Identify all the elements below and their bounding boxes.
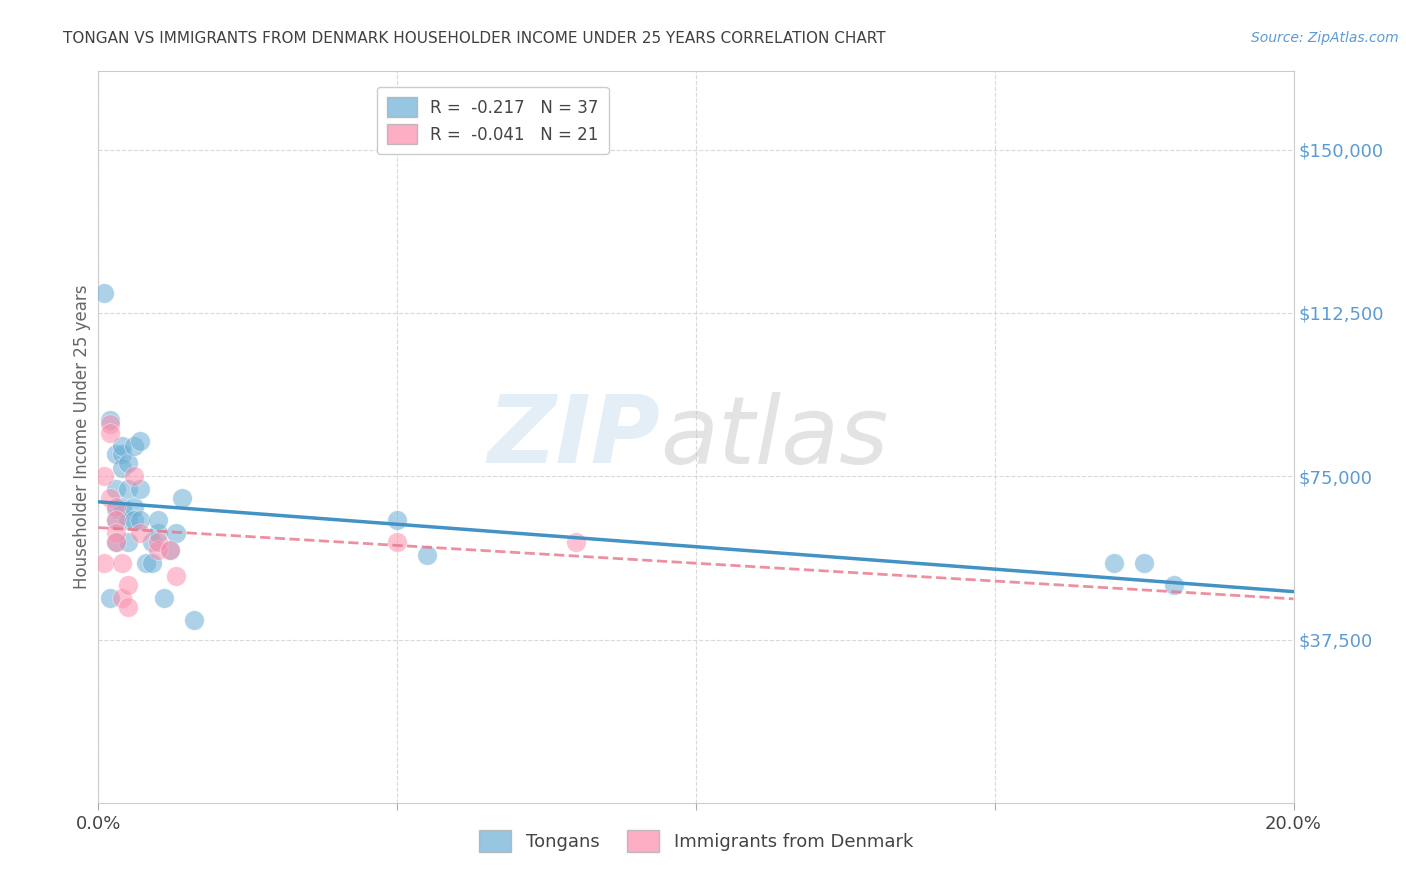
Point xyxy=(111,500,134,514)
Point xyxy=(105,500,128,514)
Point xyxy=(98,491,122,505)
Point xyxy=(129,483,152,497)
Point xyxy=(98,412,122,426)
Point xyxy=(129,434,152,449)
Point xyxy=(148,525,170,540)
Point xyxy=(159,543,181,558)
Point xyxy=(385,513,409,527)
Point xyxy=(117,578,139,592)
Point xyxy=(117,483,139,497)
Point xyxy=(141,557,163,571)
Text: TONGAN VS IMMIGRANTS FROM DENMARK HOUSEHOLDER INCOME UNDER 25 YEARS CORRELATION : TONGAN VS IMMIGRANTS FROM DENMARK HOUSEH… xyxy=(63,31,886,46)
Point xyxy=(105,513,128,527)
Point xyxy=(153,591,176,606)
Point xyxy=(105,513,128,527)
Point xyxy=(111,460,134,475)
Point xyxy=(93,557,115,571)
Point xyxy=(165,525,187,540)
Point xyxy=(105,534,128,549)
Point xyxy=(105,525,128,540)
Point xyxy=(124,500,146,514)
Point xyxy=(172,491,194,505)
Y-axis label: Householder Income Under 25 years: Householder Income Under 25 years xyxy=(73,285,91,590)
Point xyxy=(93,469,115,483)
Point xyxy=(111,591,134,606)
Point xyxy=(93,286,115,301)
Point xyxy=(98,417,122,431)
Point xyxy=(1104,557,1126,571)
Text: atlas: atlas xyxy=(661,392,889,483)
Text: ZIP: ZIP xyxy=(488,391,661,483)
Legend: Tongans, Immigrants from Denmark: Tongans, Immigrants from Denmark xyxy=(471,823,921,860)
Point xyxy=(1163,578,1185,592)
Point xyxy=(1133,557,1156,571)
Point xyxy=(117,513,139,527)
Point xyxy=(105,448,128,462)
Point xyxy=(111,448,134,462)
Point xyxy=(416,548,439,562)
Point xyxy=(111,557,134,571)
Point xyxy=(105,483,128,497)
Point xyxy=(183,613,205,627)
Point xyxy=(148,543,170,558)
Point xyxy=(141,534,163,549)
Point xyxy=(117,534,139,549)
Point xyxy=(124,469,146,483)
Point xyxy=(105,502,128,516)
Point xyxy=(124,439,146,453)
Point xyxy=(111,439,134,453)
Point xyxy=(565,534,588,549)
Text: Source: ZipAtlas.com: Source: ZipAtlas.com xyxy=(1251,31,1399,45)
Point xyxy=(98,425,122,440)
Point xyxy=(105,534,128,549)
Point xyxy=(148,534,170,549)
Point xyxy=(129,513,152,527)
Point xyxy=(124,513,146,527)
Point xyxy=(135,557,157,571)
Point xyxy=(98,591,122,606)
Point xyxy=(385,534,409,549)
Point xyxy=(148,513,170,527)
Point xyxy=(165,569,187,583)
Point xyxy=(159,543,181,558)
Point xyxy=(117,599,139,614)
Point xyxy=(129,525,152,540)
Point xyxy=(117,456,139,470)
